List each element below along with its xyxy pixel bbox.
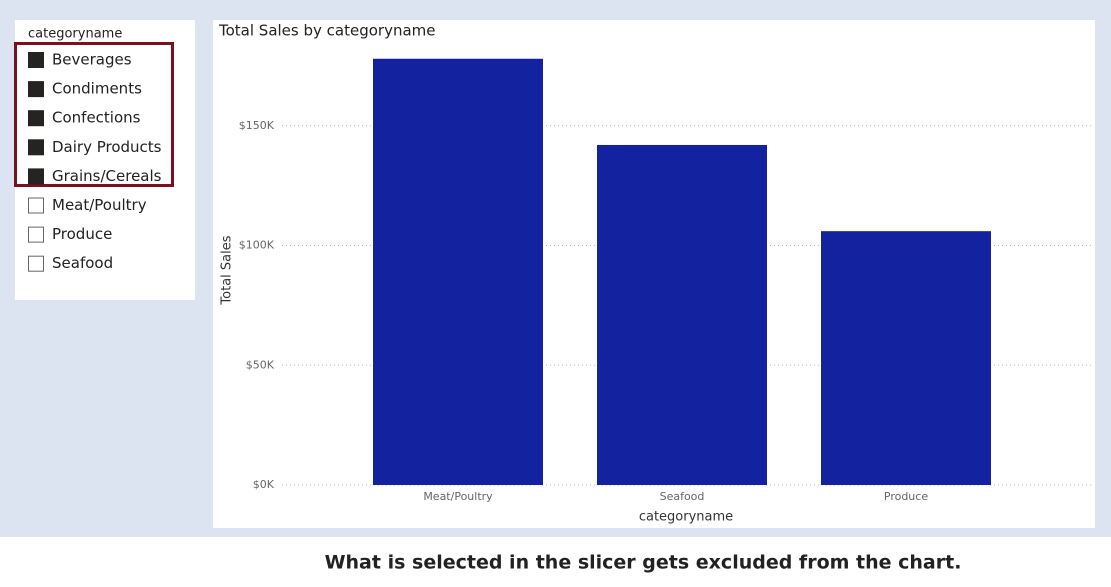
slicer-item[interactable]: Grains/Cereals (52, 167, 162, 185)
checkbox[interactable] (28, 168, 44, 185)
chart-title: Total Sales by categoryname (218, 22, 436, 40)
checkbox[interactable] (28, 226, 44, 243)
y-tick-label: $150K (239, 119, 275, 132)
y-axis-label: Total Sales (220, 235, 235, 305)
checkbox[interactable] (28, 81, 44, 98)
y-tick-label: $0K (253, 478, 275, 491)
x-tick-label: Seafood (660, 490, 705, 503)
checkbox[interactable] (28, 110, 44, 127)
slicer-item[interactable]: Seafood (52, 254, 113, 272)
x-tick-label: Produce (884, 490, 928, 503)
slicer-item[interactable]: Dairy Products (52, 138, 162, 156)
bar (821, 231, 991, 485)
highlight-box (14, 42, 174, 187)
slicer-item[interactable]: Produce (52, 225, 112, 243)
slicer-panel (15, 20, 195, 300)
slicer-item[interactable]: Condiments (52, 80, 142, 98)
checkbox[interactable] (28, 52, 44, 68)
slicer-item[interactable]: Confections (52, 109, 141, 127)
caption: What is selected in the slicer gets excl… (325, 552, 962, 574)
x-axis-label: categoryname (639, 510, 733, 525)
bar (373, 58, 543, 486)
y-tick-label: $50K (246, 358, 275, 371)
x-tick-label: Meat/Poultry (423, 490, 493, 503)
slicer-item[interactable]: Meat/Poultry (52, 196, 147, 214)
bar (597, 144, 767, 485)
slicer-title: categoryname (28, 27, 122, 42)
checkbox[interactable] (28, 139, 44, 156)
slicer-item[interactable]: Beverages (52, 51, 132, 69)
checkbox[interactable] (28, 197, 44, 214)
y-tick-label: $100K (239, 239, 275, 252)
checkbox[interactable] (28, 255, 44, 272)
